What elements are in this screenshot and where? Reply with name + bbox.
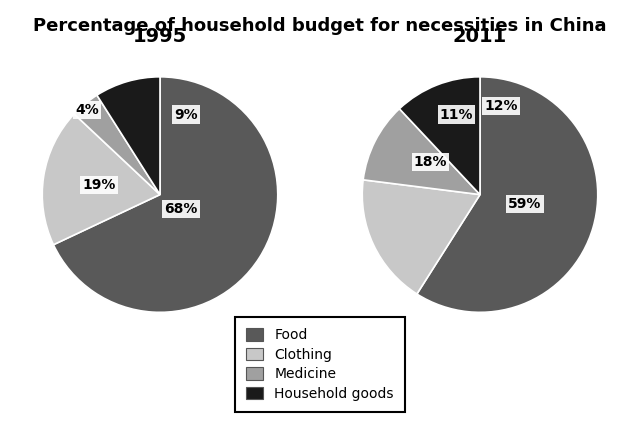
Text: 12%: 12%	[484, 99, 518, 113]
Wedge shape	[97, 77, 160, 195]
Wedge shape	[74, 95, 160, 195]
Text: 19%: 19%	[82, 178, 115, 192]
Title: 2011: 2011	[453, 27, 507, 46]
Text: 11%: 11%	[440, 107, 473, 121]
Wedge shape	[363, 109, 480, 195]
Wedge shape	[54, 77, 278, 312]
Text: 9%: 9%	[174, 107, 198, 121]
Text: 4%: 4%	[75, 103, 99, 117]
Title: 1995: 1995	[133, 27, 187, 46]
Text: 59%: 59%	[508, 197, 541, 211]
Text: 18%: 18%	[414, 155, 447, 169]
Wedge shape	[417, 77, 598, 312]
Wedge shape	[362, 180, 480, 294]
Wedge shape	[42, 114, 160, 245]
Text: Percentage of household budget for necessities in China: Percentage of household budget for neces…	[33, 17, 607, 35]
Text: 68%: 68%	[164, 202, 198, 216]
Wedge shape	[399, 77, 480, 195]
Legend: Food, Clothing, Medicine, Household goods: Food, Clothing, Medicine, Household good…	[236, 317, 404, 412]
